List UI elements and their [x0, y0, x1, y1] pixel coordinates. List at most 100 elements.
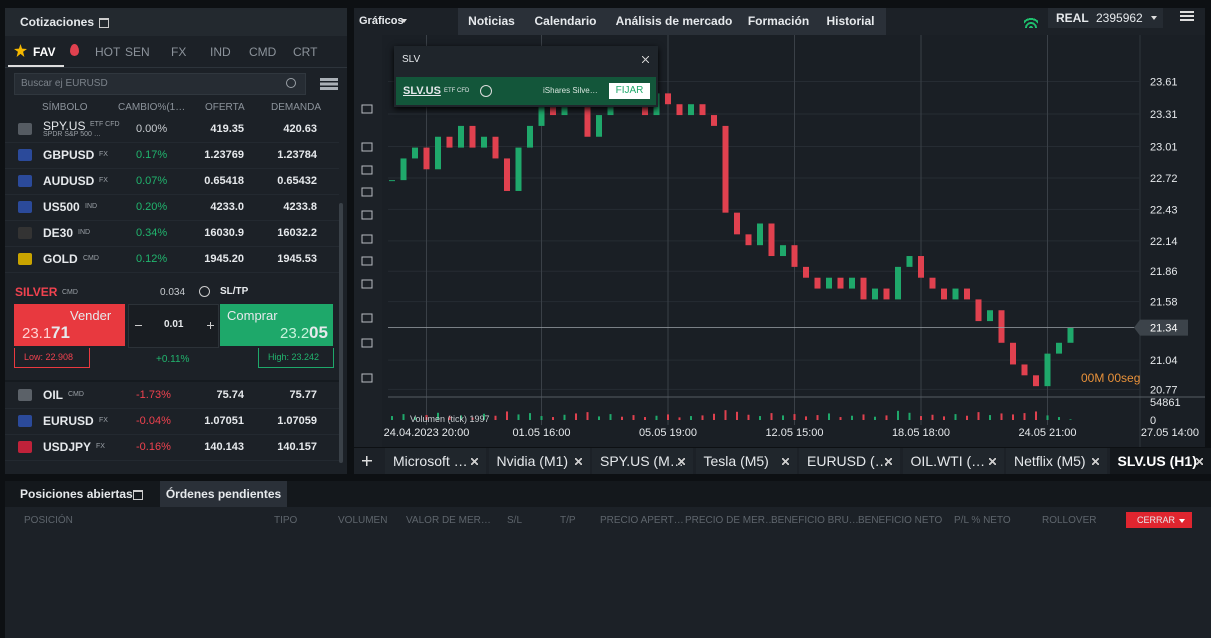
- symbol-tag: CMD: [68, 391, 84, 398]
- ask: 4233.8: [283, 201, 317, 213]
- volume-title-text: Volumen (tick): [410, 414, 470, 424]
- instrument-tabs: Microsoft … Nvidia (M1) SPY.US (M… Tesla (M…: [354, 448, 1211, 474]
- tool-icon[interactable]: [361, 142, 373, 152]
- fav-star: [14, 44, 27, 57]
- close-all-button[interactable]: CERRAR: [1126, 512, 1192, 528]
- tool-icon[interactable]: [361, 165, 373, 175]
- tab-close-icon[interactable]: [988, 458, 996, 465]
- column-header: BENEFICIO NETO: [858, 515, 943, 526]
- caret: [1179, 519, 1185, 523]
- pin-button[interactable]: FIJAR: [609, 83, 650, 99]
- quote-row[interactable]: US500 IND 0.20% 4233.0 4233.8: [5, 194, 339, 221]
- quote-tab[interactable]: SEN: [125, 45, 150, 59]
- candle: [849, 277, 855, 289]
- info-icon[interactable]: [199, 286, 210, 297]
- quote-tab[interactable]: IND: [210, 45, 231, 59]
- candle: [435, 136, 441, 170]
- tool-icon[interactable]: [361, 338, 373, 348]
- volume-bar: [759, 416, 761, 420]
- volume-bar: [598, 416, 600, 420]
- window-icon[interactable]: [99, 18, 109, 28]
- volume-title: Volumen (tick) 1997: [410, 414, 490, 424]
- tool-icon[interactable]: [361, 234, 373, 244]
- y-tick-label: 21.04: [1150, 355, 1178, 367]
- bid: 1.23769: [204, 149, 244, 161]
- tab-close-icon[interactable]: [574, 458, 582, 465]
- quote-tab[interactable]: HOT: [95, 45, 121, 59]
- tool-icon[interactable]: [361, 256, 373, 266]
- quote-tab[interactable]: CRT: [293, 45, 318, 59]
- candle: [538, 104, 545, 126]
- instrument-tab[interactable]: Netflix (M5): [1006, 448, 1107, 474]
- tool-icon[interactable]: [361, 313, 373, 323]
- layout-icon[interactable]: [320, 78, 338, 90]
- tab-close-icon[interactable]: [471, 458, 478, 465]
- account-selector[interactable]: REAL 2395962: [1048, 8, 1163, 28]
- tab-close-icon[interactable]: [1195, 458, 1203, 465]
- volume-bar: [885, 415, 888, 420]
- account-number: 2395962: [1096, 11, 1143, 25]
- quote-row[interactable]: GOLD CMD 0.12% 1945.20 1945.53: [5, 246, 339, 273]
- buy-button[interactable]: Comprar 23.2 05: [220, 304, 333, 346]
- charts-menu[interactable]: Gráficos: [359, 15, 404, 27]
- tab-close-icon[interactable]: [1092, 458, 1099, 465]
- volume-input[interactable]: 0.01: [164, 319, 184, 330]
- quote-tab[interactable]: CMD: [249, 45, 277, 59]
- volume-bar: [494, 415, 497, 420]
- tool-icon[interactable]: [361, 104, 373, 114]
- volume-bar: [828, 413, 830, 420]
- instrument-tab[interactable]: Tesla (M5): [695, 448, 797, 474]
- minus-icon: [135, 325, 142, 326]
- search-box[interactable]: Buscar ej EURUSD: [14, 73, 306, 95]
- tool-icon[interactable]: [361, 279, 373, 289]
- quote-tab[interactable]: FAV: [33, 45, 56, 59]
- quote-row[interactable]: EURUSD FX -0.04% 1.07051 1.07059: [5, 408, 339, 435]
- tab-close-icon[interactable]: [781, 458, 789, 465]
- top-tab[interactable]: Historial: [815, 8, 886, 35]
- top-tab[interactable]: Análisis de mercado: [606, 8, 742, 35]
- quote-row[interactable]: SPY.US ETF CFD SPDR S&P 500 … 0.00% 419.35 42…: [5, 116, 339, 143]
- instrument-tab[interactable]: SPY.US (M…: [592, 448, 693, 474]
- top-tab[interactable]: Calendario: [525, 8, 606, 35]
- instrument-tab[interactable]: Nvidia (M1): [488, 448, 590, 474]
- close-icon[interactable]: [642, 56, 649, 63]
- column-header: CAMBIO%(1…: [118, 102, 186, 113]
- sell-button[interactable]: Vender 23.1 71: [14, 304, 125, 346]
- instrument-tab[interactable]: SLV.US (H1): [1109, 448, 1211, 474]
- tool-icon[interactable]: [361, 210, 373, 220]
- top-tab[interactable]: Formación: [742, 8, 815, 35]
- instrument-tab[interactable]: EURUSD (…: [799, 448, 900, 474]
- search-result[interactable]: SLV.US ETF CFD iShares Silve… FIJAR: [396, 77, 656, 105]
- selected-symbol: SILVER: [15, 285, 58, 299]
- add-tab-icon[interactable]: [362, 456, 372, 466]
- candle: [803, 266, 809, 278]
- candle: [492, 136, 499, 159]
- quote-row[interactable]: USDJPY FX -0.16% 140.143 140.157: [5, 434, 339, 461]
- quote-row[interactable]: GBPUSD FX 0.17% 1.23769 1.23784: [5, 142, 339, 169]
- orders-tab[interactable]: Órdenes pendientes: [160, 481, 287, 507]
- tool-icon[interactable]: [361, 187, 373, 197]
- tab-close-icon[interactable]: [678, 458, 685, 465]
- volume-box[interactable]: 0.01: [128, 304, 219, 348]
- flag-icon: [18, 415, 32, 427]
- x-tick-label: 12.05 15:00: [765, 427, 823, 439]
- quote-row[interactable]: AUDUSD FX 0.07% 0.65418 0.65432: [5, 168, 339, 195]
- instrument-tab[interactable]: Microsoft …: [385, 448, 486, 474]
- sltp-label[interactable]: SL/TP: [220, 286, 249, 297]
- top-tab[interactable]: Noticias: [458, 8, 525, 35]
- quote-row[interactable]: OIL CMD -1.73% 75.74 75.77: [5, 382, 339, 409]
- instrument-tab[interactable]: OIL.WTI (…: [902, 448, 1004, 474]
- hamburger-icon[interactable]: [1180, 11, 1194, 21]
- tool-icon[interactable]: [361, 373, 373, 383]
- tab-close-icon[interactable]: [885, 458, 892, 465]
- y-tick-label: 23.01: [1150, 142, 1178, 154]
- window-icon[interactable]: [133, 490, 143, 500]
- quote-row[interactable]: DE30 IND 0.34% 16030.9 16032.2: [5, 220, 339, 247]
- quote-tab[interactable]: FX: [171, 45, 187, 59]
- search-icon: [286, 78, 296, 88]
- positions-tab[interactable]: Posiciones abiertas: [20, 487, 133, 501]
- search-input[interactable]: SLV: [402, 54, 421, 65]
- candle: [423, 147, 430, 170]
- volume-bar: [816, 415, 819, 420]
